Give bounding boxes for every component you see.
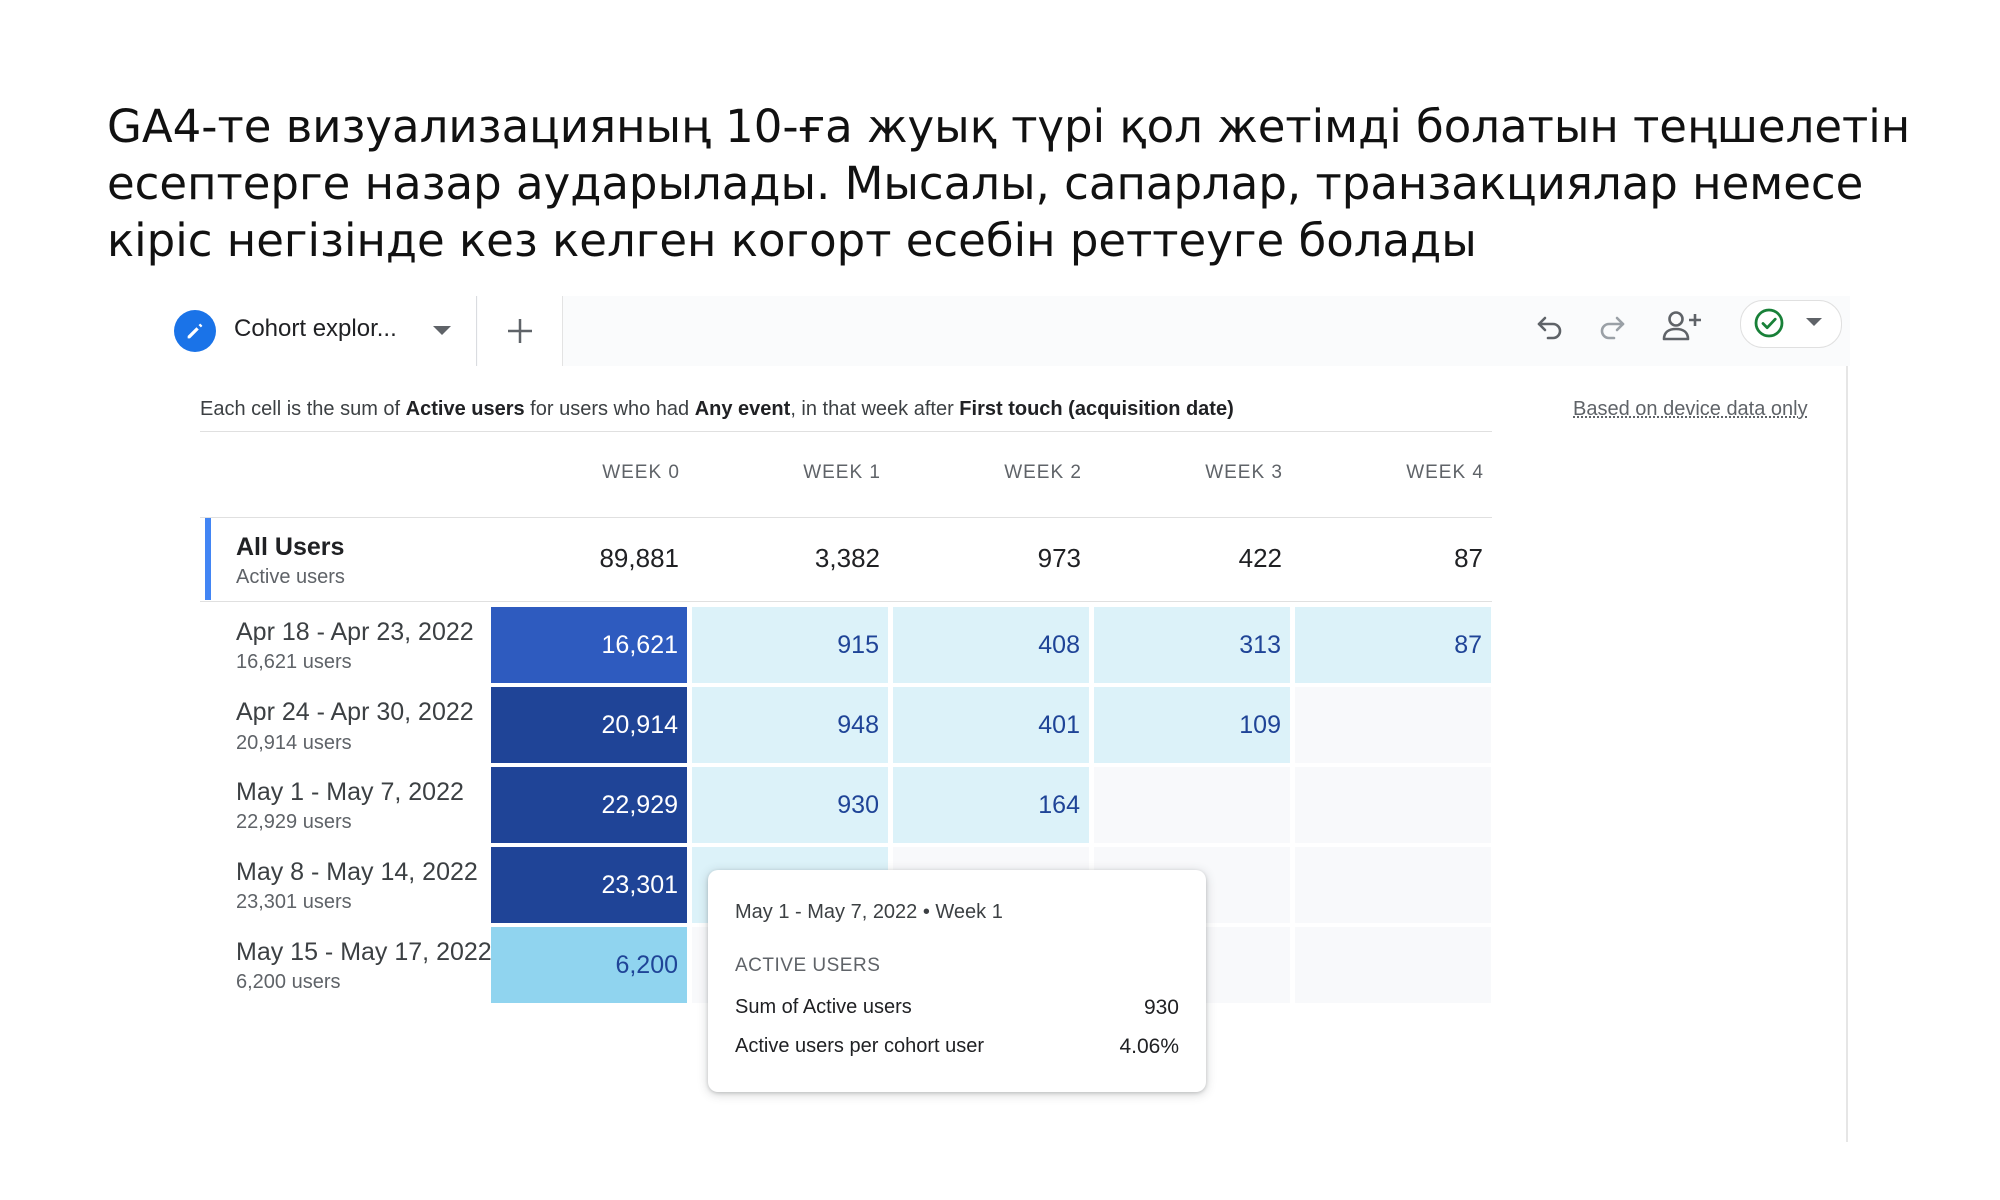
- edit-icon[interactable]: [174, 310, 216, 352]
- cohort-row-users: 20,914 users: [236, 732, 352, 754]
- device-data-link[interactable]: Based on device data only: [1573, 398, 1808, 420]
- column-header-week-3: WEEK 3: [1205, 462, 1283, 483]
- cohort-row-users: 6,200 users: [236, 971, 341, 993]
- table-description: Each cell is the sum of Active users for…: [200, 398, 1234, 421]
- cohort-cell[interactable]: 87: [1295, 607, 1491, 683]
- tooltip-section: ACTIVE USERS: [735, 955, 881, 976]
- column-header-week-2: WEEK 2: [1004, 462, 1082, 483]
- divider: [200, 517, 1492, 518]
- all-users-indicator: [205, 518, 211, 600]
- cohort-cell[interactable]: 948: [692, 687, 888, 763]
- desc-metric: Active users: [405, 398, 525, 420]
- slide-headline: GA4-те визуализацияның 10-ға жуық түрі қ…: [107, 98, 1967, 269]
- cohort-cell-empty: [1295, 927, 1491, 1003]
- cohort-cell[interactable]: 401: [893, 687, 1089, 763]
- tooltip-per-label: Active users per cohort user: [735, 1035, 984, 1057]
- all-users-week-1: 3,382: [814, 543, 880, 573]
- cohort-row-label: Apr 18 - Apr 23, 2022: [236, 618, 474, 646]
- cohort-cell[interactable]: 313: [1094, 607, 1290, 683]
- desc-text: for users who had: [524, 398, 695, 420]
- column-header-week-0: WEEK 0: [602, 462, 680, 483]
- all-users-week-4: 87: [1454, 543, 1483, 573]
- cohort-cell[interactable]: 164: [893, 767, 1089, 843]
- divider: [200, 601, 1492, 602]
- cohort-cell[interactable]: 109: [1094, 687, 1290, 763]
- cohort-cell[interactable]: 16,621: [491, 607, 687, 683]
- cohort-row-users: 22,929 users: [236, 811, 352, 833]
- column-header-week-4: WEEK 4: [1406, 462, 1484, 483]
- headline-line-2: есептерге назар аударылады. Мысалы, сапа…: [107, 157, 1864, 210]
- cohort-row-label: May 1 - May 7, 2022: [236, 778, 464, 806]
- divider: [200, 431, 1492, 432]
- cohort-cell-empty: [1295, 767, 1491, 843]
- status-menu-button[interactable]: [1740, 300, 1842, 348]
- desc-inclusion: First touch (acquisition date): [959, 398, 1234, 420]
- cohort-cell[interactable]: 930: [692, 767, 888, 843]
- all-users-week-0: 89,881: [599, 543, 679, 573]
- cohort-cell[interactable]: 6,200: [491, 927, 687, 1003]
- cell-tooltip: May 1 - May 7, 2022 • Week 1 ACTIVE USER…: [708, 870, 1206, 1092]
- plus-icon: [508, 319, 532, 343]
- redo-icon[interactable]: [1590, 304, 1634, 348]
- column-header-week-1: WEEK 1: [803, 462, 881, 483]
- all-users-subtitle: Active users: [236, 566, 345, 588]
- cohort-cell[interactable]: 22,929: [491, 767, 687, 843]
- add-tab-button[interactable]: [478, 296, 563, 366]
- check-circle-icon: [1747, 301, 1791, 345]
- desc-event: Any event: [694, 398, 791, 420]
- cohort-cell-empty: [1295, 847, 1491, 923]
- undo-icon[interactable]: [1528, 304, 1572, 348]
- chevron-down-icon[interactable]: [433, 326, 451, 335]
- cohort-cell[interactable]: 23,301: [491, 847, 687, 923]
- all-users-week-3: 422: [1238, 543, 1282, 573]
- tooltip-sum-value: 930: [1143, 996, 1179, 1019]
- cohort-row-label: Apr 24 - Apr 30, 2022: [236, 698, 474, 726]
- cohort-cell[interactable]: 915: [692, 607, 888, 683]
- tooltip-per-value: 4.06%: [1119, 1035, 1179, 1058]
- cohort-row-users: 16,621 users: [236, 651, 352, 673]
- cohort-row-label: May 15 - May 17, 2022: [236, 938, 492, 966]
- tab-label[interactable]: Cohort explor...: [234, 315, 397, 342]
- tooltip-title: May 1 - May 7, 2022 • Week 1: [735, 901, 1003, 923]
- tab-divider: [476, 296, 477, 366]
- cohort-cell[interactable]: 408: [893, 607, 1089, 683]
- all-users-week-2: 973: [1037, 543, 1081, 573]
- tooltip-sum-label: Sum of Active users: [735, 996, 912, 1018]
- desc-text: , in that week after: [790, 398, 960, 420]
- desc-text: Each cell is the sum of: [200, 398, 406, 420]
- panel-right-border: [1846, 364, 1848, 1142]
- cohort-row-users: 23,301 users: [236, 891, 352, 913]
- headline-line-3: кіріс негізінде кез келген когорт есебін…: [107, 214, 1477, 267]
- all-users-title: All Users: [236, 533, 345, 561]
- chevron-down-icon[interactable]: [1806, 318, 1822, 326]
- cohort-cell-empty: [1094, 767, 1290, 843]
- headline-line-1: GA4-те визуализацияның 10-ға жуық түрі қ…: [107, 100, 1911, 153]
- cohort-cell-empty: [1295, 687, 1491, 763]
- cohort-cell[interactable]: 20,914: [491, 687, 687, 763]
- cohort-row-label: May 8 - May 14, 2022: [236, 858, 478, 886]
- share-user-icon[interactable]: [1660, 304, 1704, 348]
